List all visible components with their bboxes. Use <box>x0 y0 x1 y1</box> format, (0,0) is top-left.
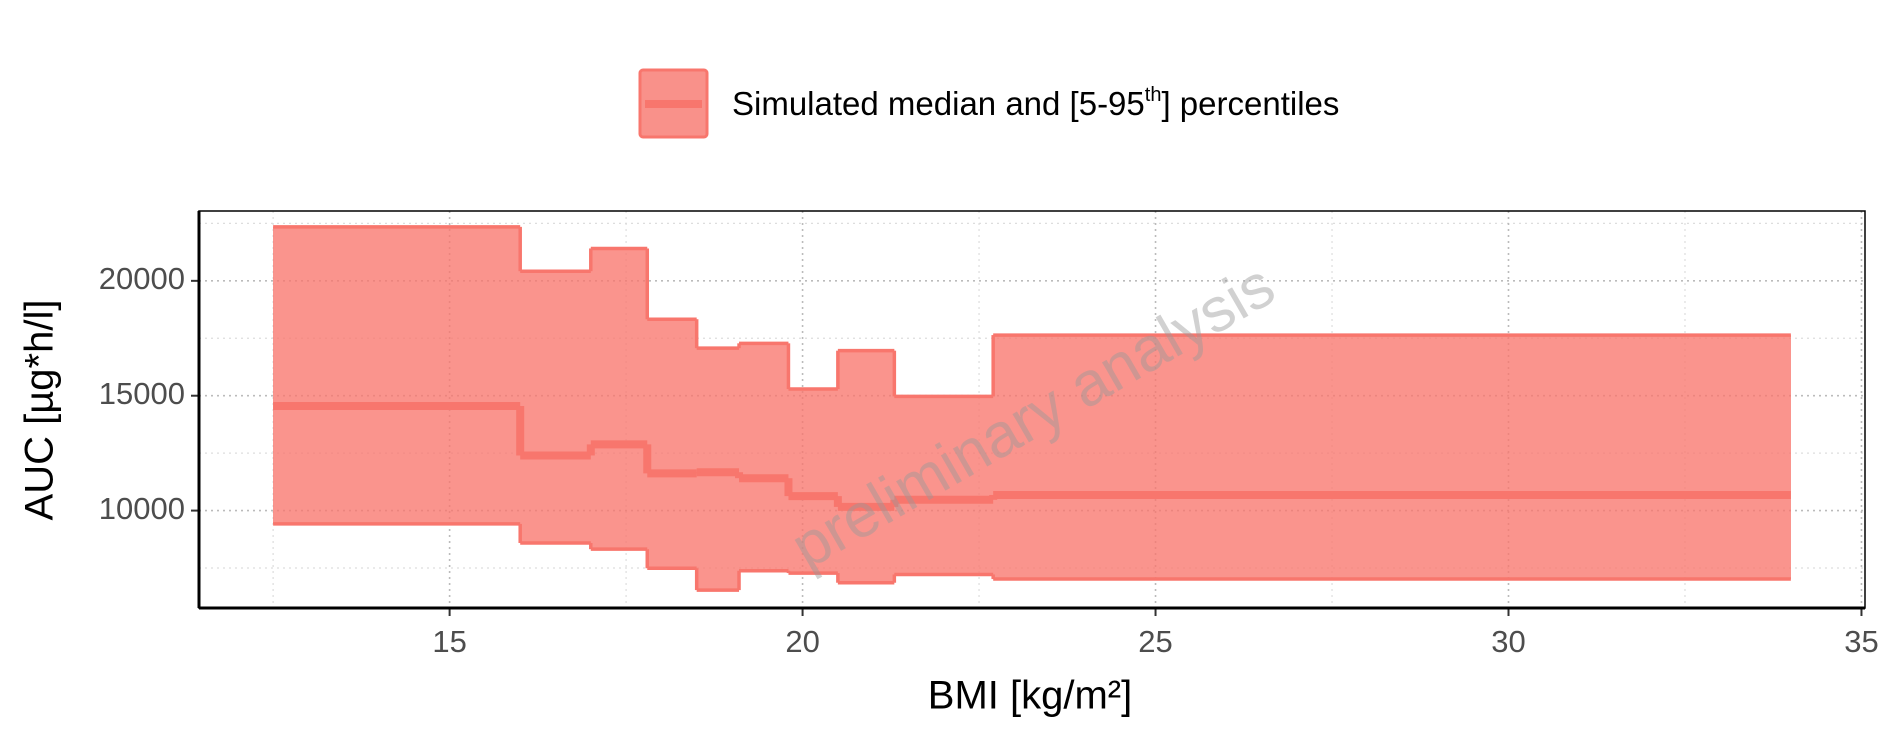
ribbon-band <box>788 389 838 574</box>
ribbon <box>273 226 1791 591</box>
ribbon-band <box>273 226 521 524</box>
x-tick-label: 35 <box>1844 624 1878 659</box>
ribbon-band <box>837 350 895 583</box>
x-axis-title: BMI [kg/m²] <box>928 674 1132 718</box>
x-tick-label: 25 <box>1138 624 1172 659</box>
ribbon-band <box>894 396 994 575</box>
y-tick-label: 10000 <box>99 491 185 526</box>
x-tick-label: 30 <box>1491 624 1525 659</box>
legend-label: Simulated median and [5-95th] percentile… <box>732 84 1339 121</box>
x-tick-label: 15 <box>432 624 466 659</box>
ribbon-band <box>993 335 1791 580</box>
legend-text: ] percentiles <box>1161 85 1339 122</box>
y-axis-title: AUC [µg*h/l] <box>18 300 62 521</box>
ribbon-band <box>590 248 648 550</box>
ribbon-band <box>739 343 789 571</box>
y-tick-label: 15000 <box>99 376 185 411</box>
y-tick-label: 20000 <box>99 261 185 296</box>
legend-sup: th <box>1145 84 1162 106</box>
x-tick-label: 20 <box>785 624 819 659</box>
legend-text: Simulated median and [5-95 <box>732 85 1145 122</box>
ribbon-band <box>647 319 697 569</box>
ribbon-band <box>520 271 591 543</box>
